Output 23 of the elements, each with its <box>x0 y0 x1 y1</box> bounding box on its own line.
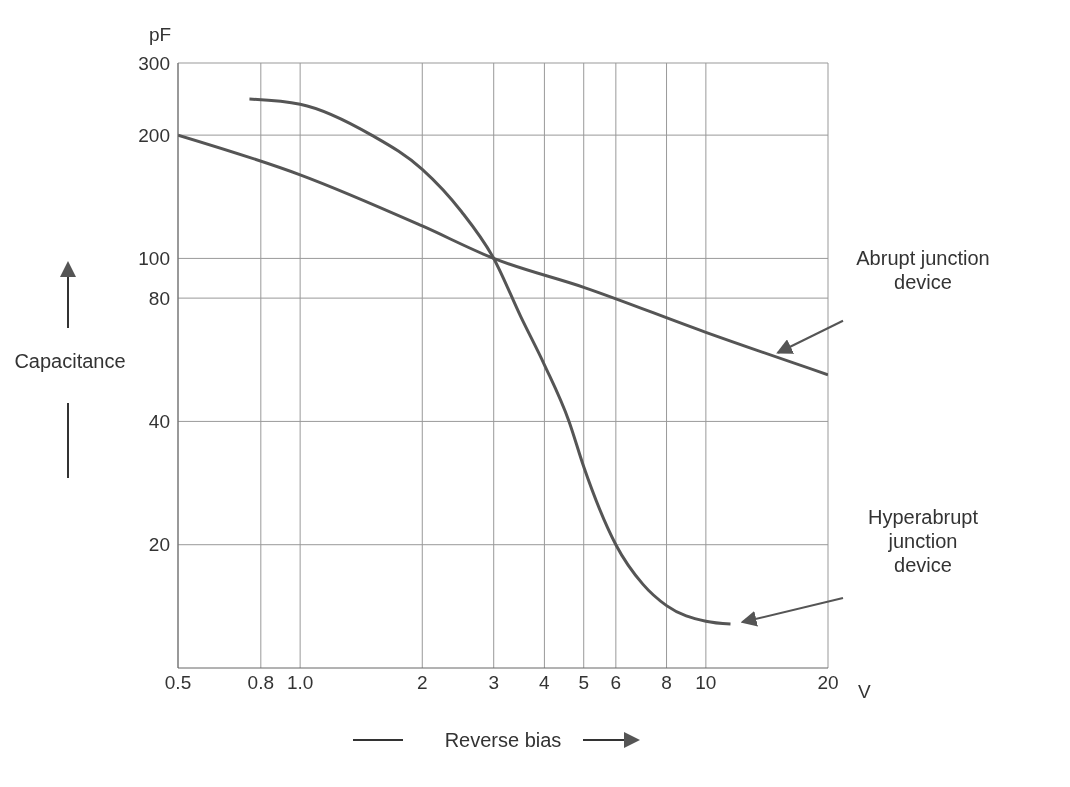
text: V <box>858 681 871 702</box>
x-axis-title: Reverse bias <box>444 729 562 751</box>
x-tick-label: 2 <box>416 672 428 694</box>
y-tick-label: 80 <box>148 287 170 309</box>
text: Abrupt junction device <box>856 246 990 293</box>
y-tick-label: 100 <box>138 248 170 270</box>
x-tick-label: 10 <box>695 672 717 694</box>
text: pF <box>148 24 172 45</box>
x-tick-label: 3 <box>488 672 500 694</box>
y-axis-title: Capacitance <box>14 350 126 372</box>
x-tick-label: 1.0 <box>286 672 314 694</box>
x-tick-label: 4 <box>539 672 551 694</box>
x-tick-label: 0.8 <box>247 672 275 694</box>
y-tick-label: 200 <box>138 124 170 146</box>
x-tick-label: 8 <box>661 672 672 694</box>
text: Hyperabrupt junction device <box>867 506 979 577</box>
x-tick-label: 20 <box>817 672 839 694</box>
x-tick-label: 0.5 <box>164 672 192 694</box>
x-tick-label: 5 <box>578 672 590 694</box>
y-tick-label: 300 <box>138 52 170 74</box>
x-tick-label: 6 <box>610 672 622 694</box>
y-tick-label: 20 <box>148 534 170 556</box>
y-tick-label: 40 <box>148 411 170 433</box>
